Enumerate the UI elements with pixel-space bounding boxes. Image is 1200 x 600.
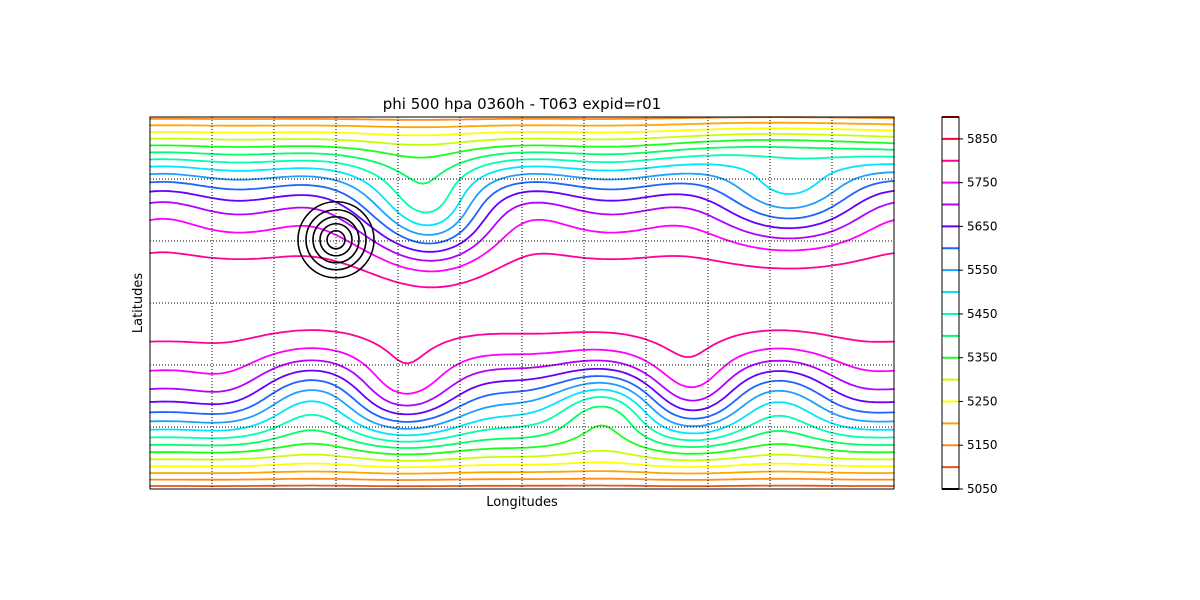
contour-line (149, 201, 895, 407)
contour-line (149, 217, 895, 395)
contour-line (149, 484, 895, 488)
y-axis-label: Latitudes (131, 273, 146, 334)
contour-line (149, 190, 895, 416)
colorbar-tick-label: 5750 (967, 176, 998, 190)
colorbar-tick-label: 5650 (967, 219, 998, 233)
colorbar-tick-label: 5350 (967, 351, 998, 365)
colorbar-tick-label: 5250 (967, 394, 998, 408)
colorbar-tick-label: 5850 (967, 132, 998, 146)
colorbar-frame (941, 116, 960, 490)
contour-line (149, 163, 895, 437)
contour-line (149, 139, 895, 456)
colorbar-labels: 5850 5750 5650 5550 5450 5350 5250 5150 5050 (959, 132, 998, 496)
colorbar-tick-label: 5050 (967, 482, 998, 496)
chart-title: phi 500 hpa 0360h - T063 expid=r01 (383, 95, 661, 113)
plot-area (149, 116, 895, 490)
contour-line (149, 121, 895, 475)
contour-line (149, 133, 895, 462)
colorbar-tick-label: 5450 (967, 307, 998, 321)
contour-line (149, 251, 895, 365)
x-axis-label: Longitudes (486, 495, 558, 510)
gridlines (150, 117, 894, 489)
plot-frame (149, 116, 895, 490)
colorbar-ticks (942, 116, 959, 490)
colorbar-tick-label: 5150 (967, 438, 998, 452)
cutoff-low-ring (305, 208, 367, 271)
contour-line (149, 180, 895, 423)
contour-line (149, 146, 895, 449)
colorbar-tick-label: 5550 (967, 263, 998, 277)
contour-line (149, 171, 895, 430)
contour-line (149, 154, 895, 443)
cutoff-low-ring (326, 229, 346, 250)
colorbar: 5850 5750 5650 5550 5450 5350 5250 5150 5050 (941, 116, 998, 496)
contour-lines (149, 116, 895, 488)
contour-line (149, 127, 895, 469)
